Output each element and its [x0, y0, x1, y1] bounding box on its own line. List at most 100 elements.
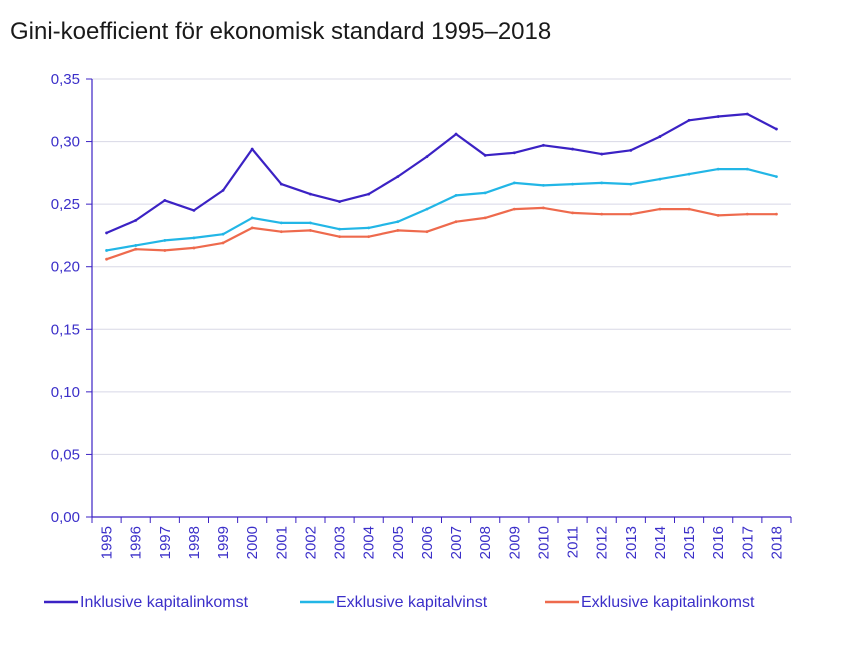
data-point	[367, 226, 371, 230]
x-tick-label: 1997	[157, 526, 174, 559]
data-point	[250, 216, 254, 220]
data-point	[483, 153, 487, 157]
data-point	[658, 207, 662, 211]
data-point	[716, 167, 720, 171]
data-point	[629, 148, 633, 152]
data-point	[775, 212, 778, 216]
x-tick-label: 2004	[361, 526, 378, 559]
data-point	[600, 181, 604, 185]
x-tick-label: 2017	[739, 526, 756, 559]
x-tick-label: 2015	[681, 526, 698, 559]
data-point	[221, 241, 225, 245]
series-line	[105, 168, 778, 252]
x-tick-label: 2003	[332, 526, 349, 559]
data-point	[163, 239, 167, 242]
data-point	[512, 151, 516, 155]
data-point	[279, 230, 283, 234]
legend-label: Exklusive kapitalvinst	[336, 594, 488, 611]
data-point	[105, 257, 108, 261]
y-tick-label: 0,25	[51, 196, 80, 213]
x-tick-label: 2005	[390, 526, 407, 559]
data-point	[105, 249, 108, 252]
data-point	[396, 220, 400, 224]
data-point	[687, 207, 691, 211]
data-point	[367, 235, 371, 239]
chart-title: Gini-koefficient för ekonomisk standard …	[10, 18, 552, 45]
data-point	[192, 209, 196, 212]
data-point	[745, 167, 749, 171]
data-point	[542, 206, 545, 210]
data-point	[250, 147, 254, 151]
data-point	[279, 182, 283, 186]
y-tick-label: 0,35	[51, 71, 80, 88]
x-tick-label: 2013	[623, 526, 640, 559]
data-point	[250, 226, 254, 230]
data-point	[221, 188, 225, 192]
x-tick-label: 2016	[710, 526, 727, 559]
x-tick-label: 2010	[535, 526, 552, 559]
data-point	[629, 182, 633, 186]
data-point	[338, 200, 341, 204]
data-point	[571, 211, 574, 215]
y-tick-label: 0,15	[51, 321, 80, 338]
data-point	[454, 193, 458, 197]
legend-label: Inklusive kapitalinkomst	[80, 594, 249, 611]
data-point	[775, 175, 778, 179]
series-line	[105, 206, 778, 261]
x-tick-label: 2008	[477, 526, 494, 559]
data-point	[163, 249, 167, 252]
data-point	[716, 214, 720, 217]
data-point	[134, 219, 138, 222]
x-tick-label: 1996	[128, 526, 145, 559]
data-point	[309, 229, 312, 232]
data-point	[425, 155, 429, 158]
data-point	[454, 220, 458, 224]
data-point	[396, 229, 400, 232]
x-tick-label: 2001	[273, 526, 290, 559]
data-point	[192, 236, 196, 240]
data-point	[309, 192, 312, 196]
x-tick-label: 2011	[565, 526, 582, 558]
data-point	[600, 212, 604, 216]
data-point	[542, 143, 545, 147]
data-point	[425, 207, 429, 211]
data-point	[571, 182, 574, 186]
y-tick-label: 0,20	[51, 259, 80, 276]
data-point	[600, 152, 604, 156]
data-point	[338, 235, 341, 239]
x-tick-label: 2002	[302, 526, 319, 559]
data-point	[163, 198, 167, 202]
data-point	[716, 115, 720, 118]
data-point	[483, 216, 487, 220]
data-point	[396, 175, 400, 179]
data-point	[512, 207, 516, 211]
x-tick-label: 2007	[448, 526, 465, 559]
data-point	[367, 192, 371, 196]
x-tick-label: 2009	[506, 526, 523, 559]
data-point	[454, 132, 458, 136]
data-point	[658, 177, 662, 181]
x-tick-label: 2018	[768, 526, 785, 559]
data-point	[192, 246, 196, 250]
x-tick-label: 1999	[215, 526, 232, 559]
y-tick-label: 0,00	[51, 509, 80, 526]
data-point	[687, 118, 691, 122]
data-point	[658, 135, 662, 138]
series-line	[105, 112, 778, 234]
data-point	[745, 212, 749, 216]
data-point	[687, 172, 691, 176]
data-point	[338, 227, 341, 231]
y-tick-label: 0,30	[51, 134, 80, 151]
data-point	[512, 181, 516, 185]
x-tick-label: 2012	[594, 526, 611, 559]
x-tick-label: 2000	[244, 526, 261, 559]
data-point	[221, 232, 225, 236]
data-point	[279, 221, 283, 225]
data-point	[571, 147, 574, 151]
data-point	[425, 230, 429, 234]
x-tick-label: 2014	[652, 526, 669, 559]
data-point	[483, 191, 487, 195]
data-point	[105, 231, 108, 235]
